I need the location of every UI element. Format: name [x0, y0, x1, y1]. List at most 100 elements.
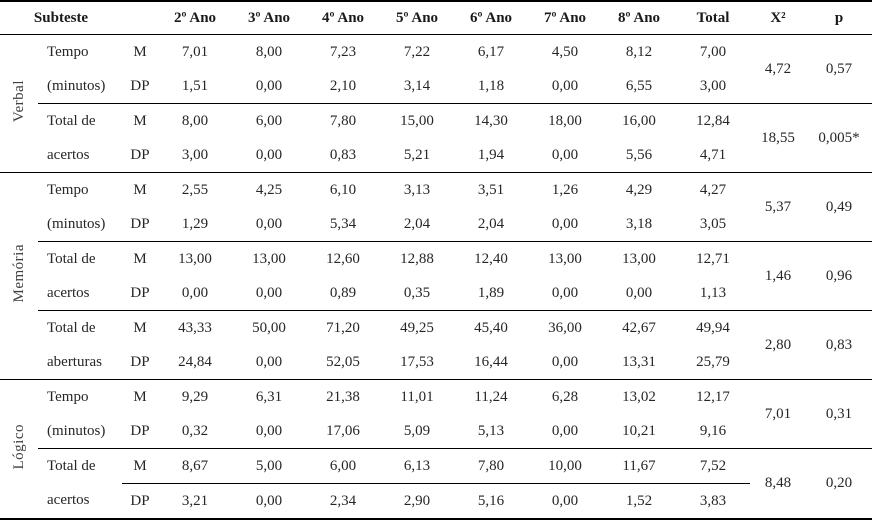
stat-label-dp: DP — [130, 215, 150, 232]
value-cell: 13,00 — [158, 241, 233, 276]
value-cell: 8,12 — [625, 43, 653, 60]
value-cell: 7,80 — [454, 448, 529, 484]
x2-value: 1,46 — [750, 241, 807, 311]
value-cell: 45,40 — [454, 310, 529, 345]
value-cell: 50,00 — [232, 310, 307, 345]
stat-label-dp: DP — [130, 146, 150, 163]
value-cell: 6,10 — [306, 172, 381, 207]
column-header-p: p — [806, 1, 872, 35]
column-header-ano4: 4º Ano — [306, 1, 381, 35]
value-cell: 11,67 — [602, 448, 677, 484]
value-cell: 0,00 — [255, 146, 283, 163]
value-cell: 4,50 — [551, 43, 579, 60]
table-row: DP 3,21 0,00 2,34 2,90 5,16 0,00 1,52 3,… — [0, 483, 872, 519]
value-cell: 7,00 — [699, 43, 727, 60]
value-cell: 0,00 — [181, 284, 209, 301]
stat-label-m: M — [133, 43, 147, 60]
value-cell: 6,13 — [380, 448, 455, 484]
value-cell: 3,00 — [699, 77, 727, 94]
value-cell: 0,00 — [528, 483, 603, 519]
value-cell: 12,40 — [454, 241, 529, 276]
stat-label-m: M — [122, 310, 159, 345]
table-row: Total de acertos M 8,67 5,00 6,00 6,13 7… — [0, 448, 872, 519]
subtest-label-total-aberturas: Total de aberturas — [38, 310, 123, 380]
value-cell: 3,51 — [454, 172, 529, 207]
column-header-total: Total — [676, 1, 751, 35]
value-cell: 24,84 — [178, 353, 212, 370]
subtest-label-tempo: Tempo (minutos) — [38, 379, 123, 449]
value-cell: 0,00 — [255, 353, 283, 370]
table-row: DP 3,00 0,00 0,83 5,21 1,94 0,00 5,56 4,… — [0, 138, 872, 173]
value-cell: 1,94 — [477, 146, 505, 163]
value-cell: 5,00 — [232, 448, 307, 484]
value-cell: 8,67 — [158, 448, 233, 484]
value-cell: 0,35 — [403, 284, 431, 301]
value-cell: 7,80 — [306, 103, 381, 138]
p-value: 0,96 — [806, 241, 872, 311]
column-header-ano8: 8º Ano — [602, 1, 677, 35]
table-row: DP 0,00 0,00 0,89 0,35 1,89 0,00 0,00 1,… — [0, 276, 872, 311]
value-cell: 0,00 — [255, 77, 283, 94]
value-cell: 15,00 — [380, 103, 455, 138]
p-value: 0,005* — [806, 103, 872, 173]
value-cell: 16,00 — [602, 103, 677, 138]
column-header-ano7: 7º Ano — [528, 1, 603, 35]
stat-label-dp: DP — [130, 284, 150, 301]
value-cell: 6,31 — [232, 379, 307, 414]
value-cell: 0,00 — [551, 284, 579, 301]
column-header-x2: X² — [750, 1, 807, 35]
value-cell: 1,52 — [602, 483, 677, 519]
value-cell: 3,83 — [676, 483, 751, 519]
stat-label-dp: DP — [130, 353, 150, 370]
x2-value: 4,72 — [764, 60, 792, 77]
value-cell: 71,20 — [306, 310, 381, 345]
value-cell: 3,21 — [158, 483, 233, 519]
value-cell: 43,33 — [158, 310, 233, 345]
value-cell: 13,00 — [602, 241, 677, 276]
p-value: 0,20 — [806, 448, 872, 519]
p-value: 0,57 — [825, 60, 853, 77]
section-logico: Lógico Tempo (minutos) M 9,29 6,31 21,38… — [0, 379, 872, 519]
table-row: Total de aberturas M 43,33 50,00 71,20 4… — [0, 310, 872, 380]
value-cell: 13,31 — [622, 353, 656, 370]
column-header-ano5: 5º Ano — [380, 1, 455, 35]
value-cell: 0,00 — [551, 215, 579, 232]
value-cell: 0,00 — [255, 215, 283, 232]
stat-label-dp: DP — [130, 77, 150, 94]
value-cell: 13,00 — [232, 241, 307, 276]
value-cell: 3,05 — [699, 215, 727, 232]
value-cell: 18,00 — [528, 103, 603, 138]
value-cell: 0,00 — [551, 422, 579, 439]
subtest-label-total-acertos: Total de acertos — [38, 241, 123, 311]
table-row: DP 0,32 0,00 17,06 5,09 5,13 0,00 10,21 … — [0, 414, 872, 449]
value-cell: 0,83 — [329, 146, 357, 163]
value-cell: 11,01 — [380, 379, 455, 414]
x2-value: 5,37 — [750, 172, 807, 242]
column-header-subteste: Subteste — [0, 1, 123, 35]
value-cell: 36,00 — [528, 310, 603, 345]
stat-label-m: M — [122, 241, 159, 276]
value-cell: 3,18 — [625, 215, 653, 232]
stat-label-dp: DP — [130, 422, 150, 439]
value-cell: 10,21 — [622, 422, 656, 439]
stat-label-m: M — [122, 448, 159, 484]
value-cell: 49,94 — [676, 310, 751, 345]
value-cell: 12,17 — [676, 379, 751, 414]
value-cell: 9,16 — [699, 422, 727, 439]
value-cell: 11,24 — [454, 379, 529, 414]
stat-label-dp: DP — [122, 483, 159, 519]
subtest-label-total-acertos: Total de acertos — [38, 103, 123, 173]
x2-value: 18,55 — [750, 103, 807, 173]
stat-label-m: M — [122, 103, 159, 138]
value-cell: 0,32 — [181, 422, 209, 439]
value-cell: 0,00 — [551, 146, 579, 163]
value-cell: 8,00 — [255, 43, 283, 60]
column-header-ano2: 2º Ano — [158, 1, 233, 35]
header-row: Subteste 2º Ano 3º Ano 4º Ano 5º Ano 6º … — [0, 1, 872, 35]
value-cell: 2,34 — [306, 483, 381, 519]
table-row: Lógico Tempo (minutos) M 9,29 6,31 21,38… — [0, 379, 872, 519]
value-cell: 2,10 — [329, 77, 357, 94]
value-cell: 7,22 — [403, 43, 431, 60]
value-cell: 4,27 — [676, 172, 751, 207]
